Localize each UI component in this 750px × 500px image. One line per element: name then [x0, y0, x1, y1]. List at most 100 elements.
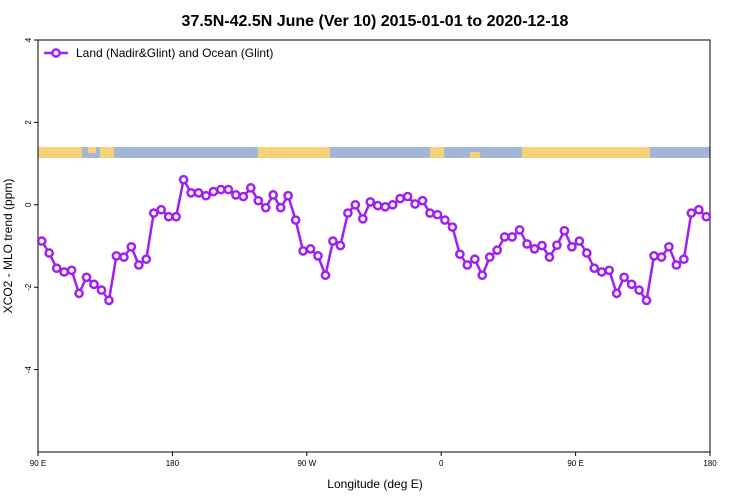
data-point [544, 252, 555, 262]
x-tick-label: 180 [166, 459, 180, 468]
data-point [357, 213, 368, 224]
data-point [268, 190, 279, 200]
data-point [701, 211, 712, 222]
y-tick-label: 4 [24, 37, 33, 42]
data-point [559, 225, 570, 236]
data-point [693, 204, 704, 215]
data-point [432, 209, 443, 220]
data-point [492, 245, 503, 255]
data-point [462, 260, 473, 270]
data-point [96, 285, 107, 295]
plot-frame [37, 39, 711, 453]
data-point [163, 211, 174, 222]
legend-label: Land (Nadir&Glint) and Ocean (Glint) [76, 46, 273, 60]
data-point [193, 188, 204, 198]
data-point [223, 184, 234, 195]
data-point [372, 200, 383, 211]
map-strip [38, 147, 710, 158]
data-point [238, 191, 249, 202]
x-tick-label: 90 W [297, 459, 316, 468]
chart-title: 37.5N-42.5N June (Ver 10) 2015-01-01 to … [182, 13, 569, 30]
data-point [380, 202, 391, 212]
data-point [425, 208, 435, 218]
data-point [514, 225, 525, 235]
data-point [320, 270, 331, 281]
data-point [328, 236, 338, 246]
data-point [44, 248, 55, 258]
data-point [529, 244, 540, 254]
data-point [574, 236, 585, 246]
data-point [567, 241, 577, 252]
y-tick-label: 2 [24, 120, 33, 125]
data-point [51, 263, 62, 274]
y-tick-label: 0 [24, 202, 33, 207]
data-point [104, 295, 114, 306]
data-point [313, 251, 323, 261]
data-point [686, 208, 697, 218]
legend-marker [51, 48, 61, 58]
data-point [484, 252, 495, 262]
data-point [417, 195, 428, 206]
data-point [440, 215, 450, 225]
data-point [664, 241, 674, 252]
data-point [298, 246, 308, 256]
data-point [469, 254, 480, 265]
data-point [604, 265, 615, 276]
data-point [81, 272, 92, 283]
data-point [671, 260, 682, 270]
series-line [40, 178, 708, 302]
data-point [126, 241, 137, 252]
x-tick-label: 0 [439, 459, 444, 468]
data-point [410, 199, 420, 209]
data-point [619, 272, 629, 283]
data-point [552, 240, 562, 251]
data-point [111, 251, 122, 261]
data-point [679, 254, 689, 265]
data-point [156, 204, 167, 215]
data-point [231, 190, 241, 200]
data-point [253, 195, 264, 206]
x-tick-label: 90 E [30, 459, 46, 468]
data-point [395, 193, 405, 204]
data-point [133, 260, 144, 270]
x-tick-label: 90 E [567, 459, 583, 468]
data-point [649, 251, 659, 261]
data-point [387, 199, 398, 210]
x-axis-label: Longitude (deg E) [327, 477, 422, 491]
data-point [171, 211, 181, 222]
data-point [507, 232, 517, 242]
data-point [36, 236, 47, 246]
data-point [626, 279, 637, 290]
data-point [589, 263, 600, 274]
data-point [283, 190, 293, 201]
data-point [178, 174, 189, 185]
data-point [186, 188, 196, 198]
data-point [148, 208, 159, 218]
data-point [59, 267, 69, 277]
data-point [634, 285, 644, 295]
data-point [119, 252, 129, 262]
data-point [656, 252, 667, 262]
y-tick-label: -2 [24, 283, 33, 291]
data-point [455, 249, 465, 260]
data-point [275, 202, 286, 213]
data-point [89, 279, 99, 290]
data-point [499, 232, 510, 242]
data-point [290, 215, 301, 225]
data-point [141, 254, 152, 265]
data-point [216, 184, 226, 195]
data-point [350, 199, 361, 210]
data-point [641, 295, 652, 306]
data-point [581, 248, 592, 258]
data-point [245, 183, 256, 193]
x-tick-label: 180 [703, 459, 717, 468]
data-point [447, 222, 458, 232]
data-point [335, 240, 346, 251]
data-point [260, 202, 271, 213]
data-point [522, 239, 532, 249]
data-point [477, 270, 488, 281]
y-tick-label: -4 [24, 365, 33, 373]
data-point [305, 244, 316, 254]
data-point [611, 288, 622, 299]
data-point [402, 191, 413, 202]
